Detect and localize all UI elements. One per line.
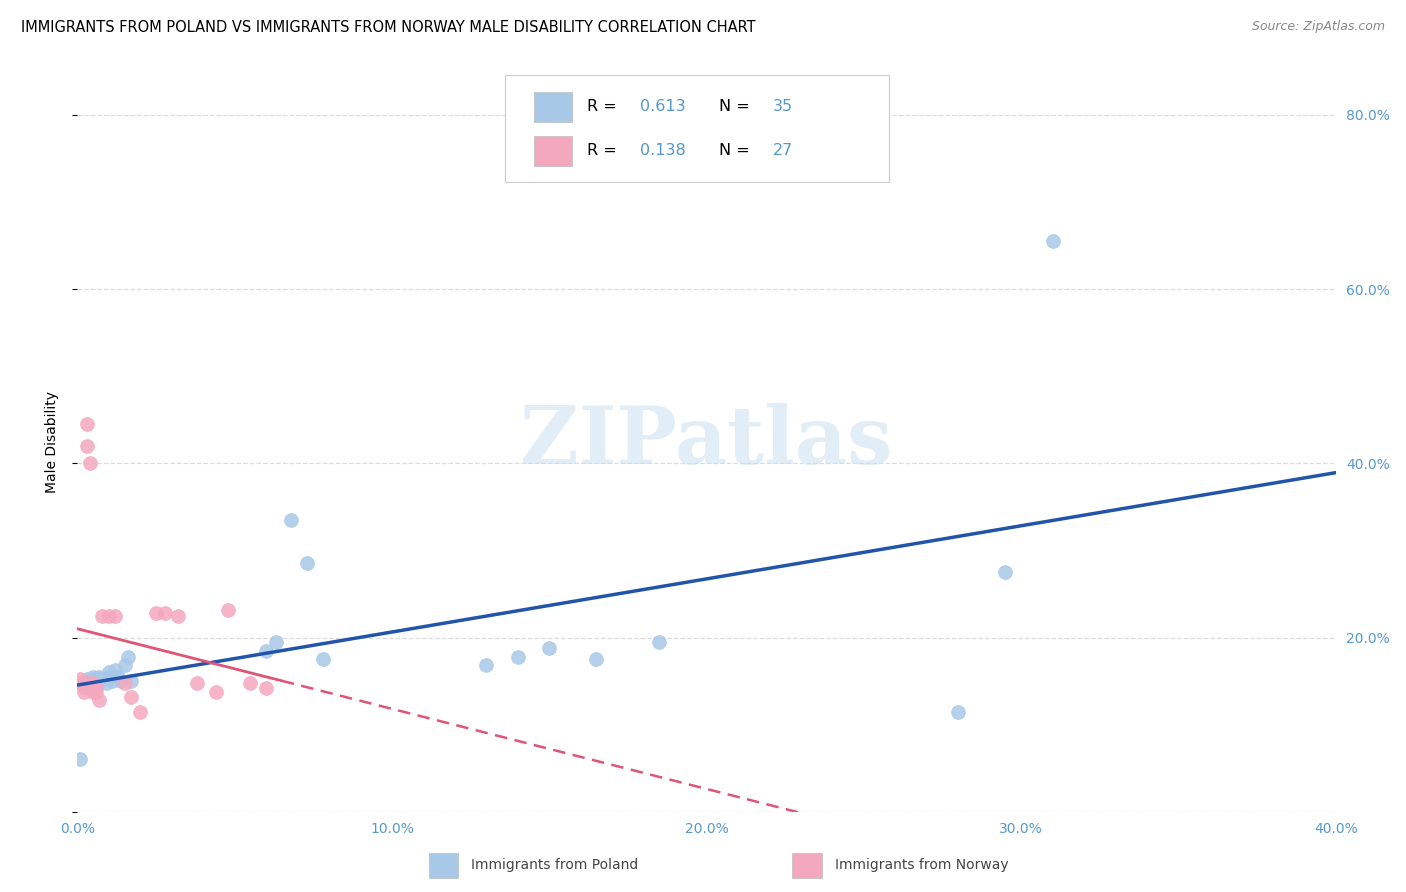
Point <box>114 675 136 690</box>
Point <box>145 606 167 620</box>
Point <box>72 680 94 694</box>
Text: Immigrants from Norway: Immigrants from Norway <box>835 858 1008 872</box>
Point <box>72 684 94 698</box>
Text: 0.138: 0.138 <box>640 144 686 158</box>
Point <box>89 693 111 707</box>
Text: 35: 35 <box>773 99 793 114</box>
Point <box>79 456 101 470</box>
Point <box>82 684 104 698</box>
Text: R =: R = <box>586 144 621 158</box>
Point <box>129 705 152 719</box>
Point <box>538 640 561 655</box>
Text: 27: 27 <box>773 144 793 158</box>
Point <box>167 608 190 623</box>
Point <box>280 513 302 527</box>
Point <box>948 705 970 719</box>
Point <box>585 652 607 666</box>
Bar <box>534 92 572 121</box>
Point <box>120 674 142 689</box>
Point <box>506 649 529 664</box>
Point <box>91 608 114 623</box>
Point <box>79 675 101 690</box>
Point <box>76 439 98 453</box>
Point <box>97 608 120 623</box>
Point <box>114 658 136 673</box>
Point <box>76 675 98 690</box>
Bar <box>793 853 821 878</box>
Point <box>994 565 1017 579</box>
Point <box>295 557 318 571</box>
Point <box>69 675 91 690</box>
Bar <box>429 853 458 878</box>
Point <box>84 672 107 686</box>
Point <box>107 670 129 684</box>
FancyBboxPatch shape <box>505 75 889 183</box>
Point <box>97 670 120 684</box>
Text: 0.613: 0.613 <box>640 99 686 114</box>
Point <box>120 690 142 704</box>
Point <box>104 608 127 623</box>
Point <box>82 670 104 684</box>
Point <box>475 658 498 673</box>
Point <box>204 684 226 698</box>
Point <box>1042 234 1064 248</box>
Point <box>110 674 132 689</box>
Text: R =: R = <box>586 99 621 114</box>
Text: Immigrants from Poland: Immigrants from Poland <box>471 858 638 872</box>
Point <box>94 675 117 690</box>
Point <box>312 652 335 666</box>
Text: Source: ZipAtlas.com: Source: ZipAtlas.com <box>1251 20 1385 33</box>
Point <box>84 684 107 698</box>
Point <box>79 675 101 690</box>
Point <box>104 663 127 677</box>
Text: ZIPatlas: ZIPatlas <box>520 402 893 481</box>
Point <box>84 680 107 694</box>
Point <box>69 673 91 687</box>
Point <box>91 673 114 687</box>
Point <box>217 602 239 616</box>
Point <box>72 678 94 692</box>
Text: IMMIGRANTS FROM POLAND VS IMMIGRANTS FROM NORWAY MALE DISABILITY CORRELATION CHA: IMMIGRANTS FROM POLAND VS IMMIGRANTS FRO… <box>21 20 755 35</box>
Point <box>239 675 262 690</box>
Point <box>82 675 104 690</box>
Point <box>89 670 111 684</box>
Y-axis label: Male Disability: Male Disability <box>45 391 59 492</box>
Point <box>264 635 287 649</box>
Point <box>101 674 124 689</box>
Point <box>89 674 111 689</box>
Point <box>82 674 104 689</box>
Text: N =: N = <box>718 99 755 114</box>
Point <box>186 675 208 690</box>
Point <box>76 417 98 431</box>
Point <box>254 643 277 657</box>
Point <box>117 649 139 664</box>
Point <box>648 635 671 649</box>
Text: N =: N = <box>718 144 755 158</box>
Point <box>84 675 107 690</box>
Point <box>254 681 277 695</box>
Bar <box>534 136 572 166</box>
Point <box>76 673 98 687</box>
Point <box>97 665 120 680</box>
Point <box>155 606 177 620</box>
Point <box>69 752 91 766</box>
